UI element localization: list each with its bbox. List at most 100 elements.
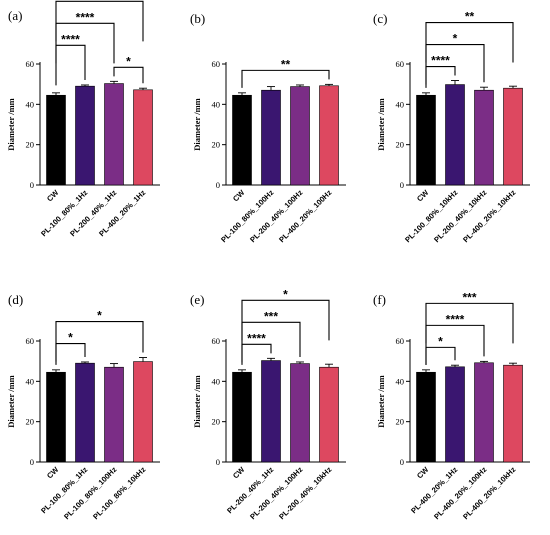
significance-bracket	[241, 343, 272, 365]
y-tick-label: 60	[396, 336, 405, 346]
y-axis-label: Diameter /mm	[192, 375, 202, 427]
y-tick-label: 20	[396, 140, 405, 150]
category-label: PL-400_20%_10kHz	[461, 465, 517, 521]
bar	[261, 360, 281, 463]
bar	[416, 94, 436, 186]
significance-label: *	[283, 287, 288, 301]
y-tick-label: 20	[212, 140, 221, 150]
y-axis-label: Diameter /mm	[6, 98, 16, 150]
bar	[232, 371, 252, 463]
y-tick-label: 20	[212, 417, 221, 427]
panel-label: (f)	[373, 292, 386, 307]
significance-label: ****	[61, 32, 80, 46]
bar	[46, 94, 66, 186]
significance-label: **	[281, 57, 291, 71]
y-tick-label: 40	[26, 99, 35, 109]
bar	[104, 366, 124, 463]
category-label: PL-200_40%_100Hz	[248, 465, 304, 521]
bar	[445, 84, 465, 186]
significance-label: ***	[462, 290, 476, 304]
y-tick-label: 20	[26, 140, 35, 150]
category-label: PL-200_40%_10kHz	[432, 188, 488, 244]
y-tick-label: 40	[396, 99, 405, 109]
significance-label: *	[453, 32, 458, 46]
bar	[232, 94, 252, 186]
y-tick-label: 0	[216, 457, 220, 467]
panel-label: (c)	[373, 11, 387, 26]
bar	[319, 366, 339, 463]
significance-bracket	[55, 320, 144, 362]
bar	[290, 86, 310, 186]
category-label: CW	[45, 464, 61, 480]
significance-bracket	[55, 0, 144, 42]
category-label: CW	[415, 464, 431, 480]
significance-label: *	[97, 309, 102, 323]
category-label: PL-200_40%_10kHz	[277, 465, 333, 521]
category-label: PL-200_40%_100Hz	[248, 188, 304, 244]
significance-bracket	[425, 43, 485, 85]
category-label: PL-400_20%_100Hz	[432, 465, 488, 521]
bar	[474, 362, 494, 463]
category-label: CW	[415, 187, 431, 203]
category-label: PL-400_20%_100Hz	[277, 188, 333, 244]
significance-bracket	[425, 21, 514, 63]
y-tick-label: 20	[26, 417, 35, 427]
y-tick-label: 60	[26, 336, 35, 346]
significance-label: ***	[264, 309, 278, 323]
category-label: PL-100_80%_10kHz	[403, 188, 459, 244]
y-tick-label: 60	[212, 336, 221, 346]
significance-bracket	[241, 321, 301, 363]
bar	[133, 361, 153, 463]
chart-panel: (b) 0 20 40 60 Diameter /mm CWPL-100_80%_100Hz…	[190, 11, 346, 244]
bar	[503, 364, 523, 463]
category-label: PL-100_80%_100Hz	[62, 465, 118, 521]
significance-label: *	[97, 0, 102, 2]
y-tick-label: 40	[212, 376, 221, 386]
category-label: PL-400_20%_10kHz	[461, 188, 517, 244]
y-tick-label: 0	[216, 180, 220, 190]
significance-label: *	[126, 54, 131, 68]
significance-bracket	[55, 22, 115, 64]
bar	[290, 363, 310, 463]
bar	[133, 89, 153, 186]
significance-bracket	[425, 65, 456, 88]
bar	[503, 87, 523, 186]
y-tick-label: 40	[26, 376, 35, 386]
panel-label: (d)	[8, 292, 23, 307]
panel-label: (b)	[190, 11, 205, 26]
bar	[445, 366, 465, 463]
bar	[46, 371, 66, 463]
category-label: CW	[231, 187, 247, 203]
significance-label: ****	[431, 54, 450, 68]
significance-label: **	[465, 10, 475, 24]
bar	[104, 83, 124, 186]
y-tick-label: 0	[30, 180, 34, 190]
significance-label: *	[438, 334, 443, 348]
significance-label: ****	[446, 312, 465, 326]
category-label: PL-100_80%_100Hz	[219, 188, 275, 244]
significance-bracket	[55, 342, 86, 365]
panel-label: (a)	[8, 8, 22, 23]
y-tick-label: 60	[396, 59, 405, 69]
significance-bracket	[241, 299, 330, 341]
significance-bracket	[55, 44, 86, 86]
y-tick-label: 40	[212, 99, 221, 109]
y-tick-label: 0	[400, 457, 404, 467]
category-label: CW	[231, 464, 247, 480]
category-label: CW	[45, 187, 61, 203]
y-tick-label: 0	[30, 457, 34, 467]
y-axis-label: Diameter /mm	[376, 375, 386, 427]
bar	[261, 89, 281, 186]
chart-panel: (c) 0 20 40 60 Diameter /mm CWPL-100_80%_10kHz…	[373, 10, 530, 244]
category-label: PL-100_80%_10kHz	[91, 465, 147, 521]
y-tick-label: 60	[26, 59, 35, 69]
y-tick-label: 20	[396, 417, 405, 427]
bar	[416, 371, 436, 463]
y-tick-label: 0	[400, 180, 404, 190]
significance-bracket	[113, 66, 144, 84]
